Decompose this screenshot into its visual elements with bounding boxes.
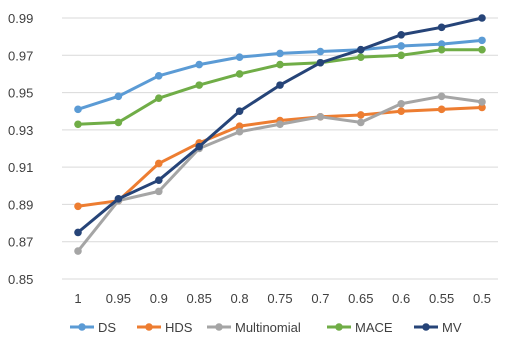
series-mace <box>74 45 486 129</box>
x-tick-label: 1 <box>74 291 81 306</box>
data-point <box>235 127 244 136</box>
data-point <box>397 99 406 108</box>
x-tick-label: 0.6 <box>392 291 410 306</box>
x-tick-label: 0.85 <box>187 291 212 306</box>
data-point <box>437 23 446 32</box>
legend-item-multinomial: Multinomial <box>207 320 301 335</box>
x-tick-label: 0.95 <box>106 291 131 306</box>
data-point <box>478 36 486 45</box>
data-point <box>74 228 82 237</box>
x-tick-label: 0.8 <box>231 291 249 306</box>
y-axis-ticks: 0.85 0.87 0.89 0.91 0.93 0.95 0.97 0.99 <box>8 11 33 287</box>
data-point <box>235 70 244 78</box>
data-point <box>437 105 446 114</box>
legend-item-ds: DS <box>70 320 116 335</box>
data-point <box>74 202 82 211</box>
data-point <box>316 47 325 56</box>
data-point <box>437 92 446 101</box>
x-tick-label: 0.5 <box>473 291 491 306</box>
data-point <box>276 60 284 69</box>
legend-label: HDS <box>165 320 193 335</box>
data-point <box>357 111 365 119</box>
y-tick-label: 0.99 <box>8 11 33 26</box>
series-ds <box>74 36 486 114</box>
series-mv <box>74 14 486 237</box>
data-point <box>478 98 486 106</box>
data-point <box>478 14 486 22</box>
data-point <box>478 103 486 112</box>
data-point <box>114 92 123 101</box>
y-tick-label: 0.85 <box>8 272 33 287</box>
legend-marker <box>422 323 430 331</box>
data-point <box>114 195 123 203</box>
x-tick-label: 0.9 <box>150 291 168 306</box>
data-point <box>155 94 163 102</box>
data-point <box>235 53 244 61</box>
data-point <box>478 45 486 54</box>
y-tick-label: 0.93 <box>8 123 33 138</box>
data-point <box>357 45 365 54</box>
data-point <box>437 40 446 48</box>
series-multinomial <box>74 92 486 255</box>
legend-item-mv: MV <box>414 320 462 335</box>
data-point <box>276 120 284 129</box>
x-tick-label: 0.65 <box>348 291 373 306</box>
data-point <box>195 60 203 69</box>
data-point <box>74 120 82 129</box>
data-point <box>74 247 82 255</box>
x-tick-label: 0.75 <box>267 291 292 306</box>
data-point <box>437 45 446 54</box>
data-point <box>155 159 163 168</box>
series-hds <box>74 103 486 211</box>
legend-label: Multinomial <box>235 320 301 335</box>
legend-item-hds: HDS <box>137 320 193 335</box>
legend-marker <box>145 323 153 331</box>
data-point <box>397 107 406 116</box>
legend-label: MACE <box>355 320 393 335</box>
data-point <box>357 118 365 127</box>
data-point <box>397 51 406 60</box>
data-point <box>235 107 244 116</box>
data-point <box>114 118 123 127</box>
data-point <box>74 105 82 114</box>
data-point <box>357 53 365 61</box>
data-point <box>195 142 203 151</box>
legend-marker <box>215 323 223 331</box>
data-point <box>397 42 406 50</box>
legend-marker <box>78 323 86 331</box>
data-point <box>155 176 163 184</box>
x-tick-label: 0.7 <box>311 291 329 306</box>
data-point <box>397 30 406 39</box>
data-point <box>316 113 325 121</box>
x-tick-label: 0.55 <box>429 291 454 306</box>
y-tick-label: 0.91 <box>8 160 33 175</box>
legend-label: DS <box>98 320 116 335</box>
legend-label: MV <box>442 320 462 335</box>
data-point <box>276 81 284 89</box>
y-tick-label: 0.97 <box>8 48 33 63</box>
data-point <box>316 58 325 67</box>
data-point <box>235 122 244 130</box>
data-point <box>276 49 284 58</box>
gridlines <box>62 17 498 280</box>
legend-item-mace: MACE <box>327 320 393 335</box>
x-axis-ticks: 1 0.95 0.9 0.85 0.8 0.75 0.7 0.65 0.6 0.55 0.5 <box>74 291 491 306</box>
y-tick-label: 0.95 <box>8 86 33 101</box>
data-point <box>155 71 163 80</box>
y-tick-label: 0.89 <box>8 197 33 212</box>
data-point <box>155 187 163 196</box>
y-tick-label: 0.87 <box>8 235 33 250</box>
legend-marker <box>335 323 343 331</box>
legend: DS HDS Multinomial MACE MV <box>70 320 462 335</box>
series-lines <box>74 14 486 255</box>
data-point <box>195 81 203 89</box>
